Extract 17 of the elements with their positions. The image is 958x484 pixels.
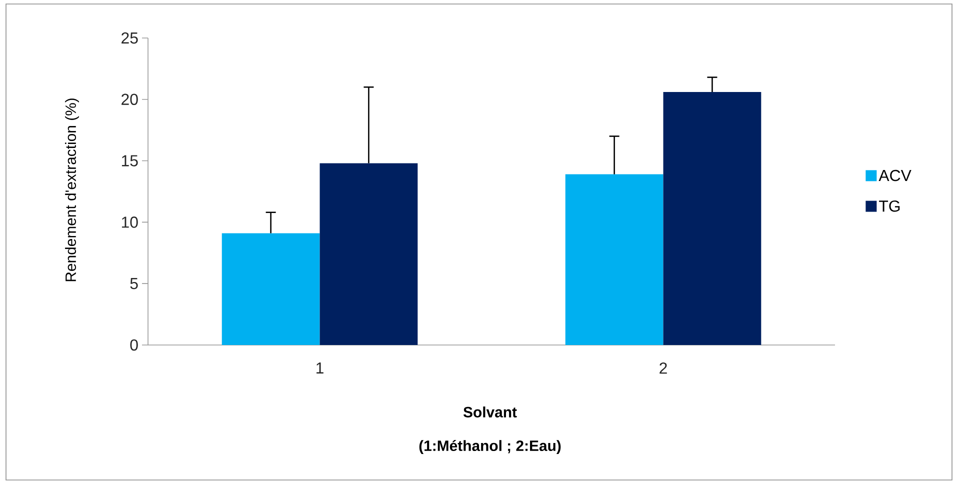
y-tick-label: 20 bbox=[122, 94, 138, 106]
y-tick-label: 5 bbox=[130, 278, 138, 290]
y-tick-label: 15 bbox=[122, 155, 138, 166]
y-tick-label: 10 bbox=[122, 216, 138, 228]
bar bbox=[565, 174, 664, 345]
y-tick-label: 25 bbox=[122, 32, 138, 44]
x-tick-label: 1 bbox=[316, 362, 324, 374]
bar bbox=[663, 92, 762, 345]
text: (1:Méthanol ; 2:Eau) bbox=[419, 440, 561, 454]
legend-label: TG bbox=[879, 200, 900, 212]
x-tick-label: 2 bbox=[660, 362, 667, 374]
y-axis-title: Rendement d'extraction (%) bbox=[65, 98, 79, 282]
legend-label: ACV bbox=[878, 170, 912, 182]
bar bbox=[320, 163, 418, 345]
x-axis-title: Solvant bbox=[463, 406, 517, 418]
bar bbox=[222, 233, 320, 345]
y-tick-label: 0 bbox=[130, 339, 138, 351]
